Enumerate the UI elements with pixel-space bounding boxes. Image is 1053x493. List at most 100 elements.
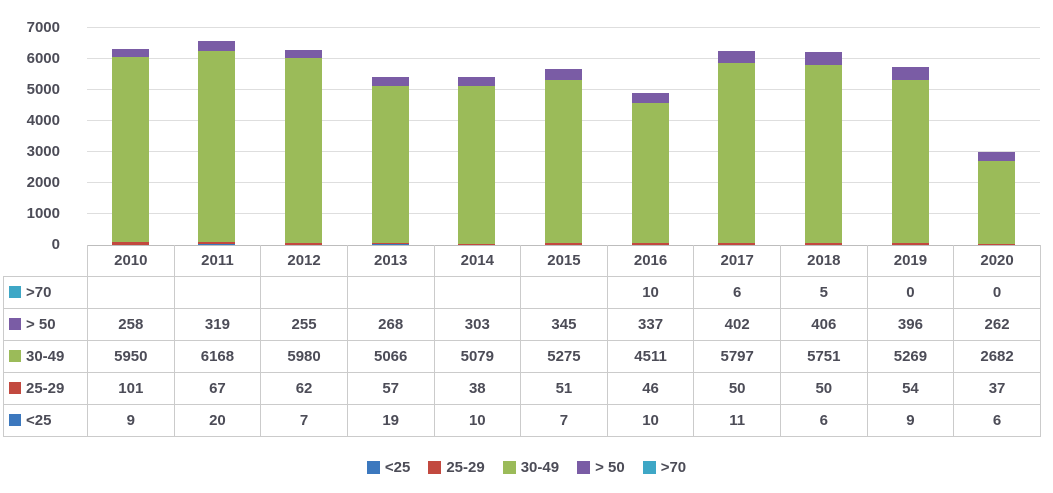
legend-item: 30-49 xyxy=(502,458,560,476)
value-cell: 6168 xyxy=(173,339,262,373)
series-swatch-icon xyxy=(9,349,21,362)
legend-label: 25-29 xyxy=(446,458,485,476)
value-cell: 255 xyxy=(260,307,348,341)
series-swatch-icon xyxy=(9,413,21,426)
value-cell: 10 xyxy=(433,403,522,437)
bar-segment-> 50 xyxy=(545,69,582,80)
series-label-cell: >70 xyxy=(3,275,88,309)
bar-segment-25-29 xyxy=(545,243,582,245)
value-cell: 9 xyxy=(87,403,175,437)
bar-segment-25-29 xyxy=(371,242,409,245)
value-cell: 5066 xyxy=(346,339,435,373)
y-axis: 0 1000 2000 3000 4000 5000 6000 7000 xyxy=(0,19,72,253)
legend-swatch-icon xyxy=(366,460,380,474)
bar-2011 xyxy=(198,41,236,245)
y-axis-tick-label: 0 xyxy=(51,236,60,253)
year-header-cell: 2017 xyxy=(693,245,781,277)
bar-segment-> 50 xyxy=(371,77,409,86)
year-header-cell: 2011 xyxy=(173,245,262,277)
bar-segment-25-29 xyxy=(111,241,149,245)
value-cell: 0 xyxy=(866,275,955,309)
year-header-cell: 2020 xyxy=(953,245,1041,277)
value-cell xyxy=(346,275,435,309)
value-cell: 5269 xyxy=(866,339,955,373)
value-cell: 406 xyxy=(780,307,868,341)
value-cell: 67 xyxy=(173,371,262,405)
bar-segment-30-49 xyxy=(545,79,582,244)
bar-2013 xyxy=(371,77,409,245)
bar-segment-30-49 xyxy=(978,160,1016,244)
value-cell: 319 xyxy=(173,307,262,341)
bar-segment-25-29 xyxy=(458,243,496,245)
value-cell xyxy=(87,275,175,309)
value-cell: 6 xyxy=(953,403,1041,437)
bar-segment-> 50 xyxy=(891,67,929,80)
table-row: <25 9 20 7 19 10 7 10 11 6 9 6 xyxy=(3,403,1041,437)
value-cell: 38 xyxy=(433,371,522,405)
value-cell: 5079 xyxy=(433,339,522,373)
value-cell: 50 xyxy=(780,371,868,405)
bar-2012 xyxy=(285,49,323,245)
value-cell: 6 xyxy=(693,275,781,309)
legend-label: <25 xyxy=(384,458,411,476)
value-cell: 7 xyxy=(520,403,608,437)
legend-swatch-icon xyxy=(642,460,656,474)
plot-area xyxy=(87,27,1040,245)
table-header-row: 2010 2011 2012 2013 2014 2015 2016 2017 2018 2019… xyxy=(4,245,1041,277)
value-cell: 50 xyxy=(693,371,781,405)
bar-2015 xyxy=(545,69,582,245)
bar-segment-30-49 xyxy=(458,86,496,244)
y-axis-tick-label: 3000 xyxy=(26,143,60,160)
legend-swatch-icon xyxy=(577,460,591,474)
bar-segment-30-49 xyxy=(804,65,842,244)
chart-legend: <25 25-29 30-49 > 50 >70 xyxy=(0,456,1053,478)
value-cell: 37 xyxy=(953,371,1041,405)
y-axis-tick-label: 1000 xyxy=(26,205,60,222)
value-cell: 4511 xyxy=(606,339,695,373)
bar-2016 xyxy=(631,92,669,245)
bar-segment-> 50 xyxy=(285,49,323,58)
bar-segment-> 50 xyxy=(631,93,669,104)
value-cell: 101 xyxy=(87,371,175,405)
bar-segment-25-29 xyxy=(198,242,236,245)
value-cell: 5751 xyxy=(780,339,868,373)
legend-label: 30-49 xyxy=(520,458,560,476)
bar-segment-> 50 xyxy=(978,152,1016,161)
bar-segment-25-29 xyxy=(631,243,669,245)
value-cell: 396 xyxy=(866,307,955,341)
bar-segment-30-49 xyxy=(631,103,669,244)
y-axis-tick-label: 6000 xyxy=(26,50,60,67)
legend-item: <25 xyxy=(366,458,411,476)
bar-segment-25-29 xyxy=(804,243,842,245)
year-header-cell: 2012 xyxy=(260,245,348,277)
legend-item: 25-29 xyxy=(428,458,485,476)
legend-label: >70 xyxy=(660,458,687,476)
legend-swatch-icon xyxy=(428,460,442,474)
value-cell: 5950 xyxy=(87,339,175,373)
value-cell: 402 xyxy=(693,307,781,341)
value-cell: 5275 xyxy=(520,339,608,373)
value-cell xyxy=(260,275,348,309)
bar-2010 xyxy=(111,49,149,245)
table-corner-cell xyxy=(4,245,88,276)
y-axis-tick-label: 7000 xyxy=(26,19,60,36)
series-swatch-icon xyxy=(9,285,21,298)
bar-segment-25-29 xyxy=(891,243,929,245)
value-cell: 19 xyxy=(346,403,435,437)
table-row: >70 10 6 5 0 0 xyxy=(3,275,1041,309)
value-cell: 9 xyxy=(866,403,955,437)
series-label: > 50 xyxy=(26,315,56,333)
value-cell: 6 xyxy=(780,403,868,437)
bar-segment-> 50 xyxy=(198,41,236,52)
value-cell: 20 xyxy=(173,403,262,437)
table-row: > 50 258 319 255 268 303 345 337 402 406 396 262 xyxy=(3,307,1041,341)
value-cell: 10 xyxy=(606,403,695,437)
series-label: <25 xyxy=(26,411,52,429)
value-cell: 5980 xyxy=(260,339,348,373)
y-axis-tick-label: 5000 xyxy=(26,81,60,98)
value-cell: 303 xyxy=(433,307,522,341)
legend-swatch-icon xyxy=(502,460,516,474)
y-axis-tick-label: 4000 xyxy=(26,112,60,129)
value-cell: 5797 xyxy=(693,339,781,373)
year-header-cell: 2014 xyxy=(433,245,522,277)
